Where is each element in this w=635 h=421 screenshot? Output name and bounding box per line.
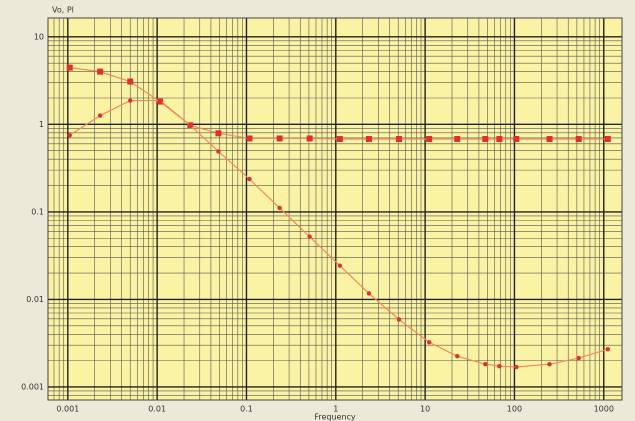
marker (395, 136, 402, 143)
marker (576, 355, 581, 361)
y-tick-label: 10 (34, 32, 44, 41)
marker (97, 68, 104, 75)
x-tick-label: 0.001 (56, 405, 79, 414)
marker (514, 364, 519, 370)
marker (366, 291, 372, 296)
marker (188, 123, 193, 128)
x-tick-label: 100 (507, 405, 522, 414)
marker (454, 136, 461, 143)
marker (336, 136, 343, 143)
marker (604, 136, 611, 143)
marker (157, 98, 163, 103)
x-tick-label: 1 (333, 405, 338, 414)
x-tick-label: 0.01 (148, 405, 166, 414)
marker (216, 149, 221, 154)
marker (247, 176, 252, 182)
x-axis-label: Frequency (314, 413, 356, 421)
marker (396, 317, 402, 322)
x-tick-label: 0.1 (240, 405, 253, 414)
x-tick-label: 1000 (594, 405, 614, 414)
marker (482, 136, 489, 143)
marker (497, 363, 502, 369)
y-axis-label: Vo, Pl (52, 6, 74, 15)
plot-border (47, 17, 623, 401)
marker (547, 362, 552, 367)
marker (66, 64, 73, 71)
marker (215, 130, 222, 137)
marker (97, 113, 103, 118)
marker (455, 353, 460, 359)
y-tick-label: 0.001 (21, 382, 44, 391)
marker (605, 347, 611, 352)
marker (128, 98, 133, 103)
marker (67, 133, 72, 138)
series-line (69, 99, 608, 368)
marker (306, 135, 313, 142)
marker (496, 136, 503, 143)
y-tick-label: 0.01 (26, 295, 44, 304)
x-tick-label: 10 (420, 405, 430, 414)
marker (246, 135, 253, 142)
marker (575, 136, 582, 143)
marker (426, 340, 432, 345)
marker (483, 362, 488, 367)
marker (127, 78, 134, 85)
marker (307, 234, 312, 239)
marker (546, 136, 553, 143)
marker (365, 136, 372, 143)
y-tick-label: 1 (39, 120, 44, 129)
marker (337, 263, 343, 268)
marker (277, 205, 282, 211)
marker (426, 136, 433, 143)
marker (276, 135, 283, 142)
marker (513, 136, 520, 143)
plot-area (48, 18, 622, 400)
y-tick-label: 0.1 (31, 207, 44, 216)
